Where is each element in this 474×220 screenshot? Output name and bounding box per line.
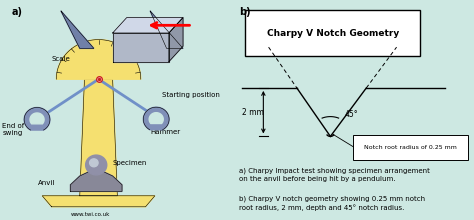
FancyBboxPatch shape [353,135,468,160]
Circle shape [86,155,107,175]
Text: 2 mm: 2 mm [242,108,264,117]
Polygon shape [42,196,155,207]
Polygon shape [30,113,44,124]
Text: b) Charpy V notch geometry showing 0.25 mm notch
root radius, 2 mm, depth and 45: b) Charpy V notch geometry showing 0.25 … [239,196,426,211]
Polygon shape [70,172,122,191]
Text: Hammer: Hammer [150,129,180,135]
Polygon shape [113,18,183,33]
Text: Scale: Scale [52,56,70,62]
Polygon shape [169,18,183,62]
Text: End of
swing: End of swing [2,123,25,136]
Text: Starting position: Starting position [162,92,220,98]
Text: www.twi.co.uk: www.twi.co.uk [70,212,110,217]
Polygon shape [149,113,163,123]
Text: Anvil: Anvil [37,180,55,186]
Polygon shape [150,11,183,48]
Text: a) Charpy Impact test showing specimen arrangement
on the anvil before being hit: a) Charpy Impact test showing specimen a… [239,167,430,182]
Polygon shape [80,79,117,196]
Text: 45°: 45° [345,110,358,119]
Polygon shape [24,108,50,130]
Text: a): a) [12,7,23,16]
Circle shape [90,159,98,167]
Text: Charpy V Notch Geometry: Charpy V Notch Geometry [267,29,399,37]
Text: Specimen: Specimen [113,160,147,166]
Polygon shape [56,40,141,79]
Polygon shape [143,107,169,130]
Polygon shape [61,11,94,48]
Text: Notch root radius of 0.25 mm: Notch root radius of 0.25 mm [364,145,457,150]
Text: b): b) [239,7,251,16]
Polygon shape [113,33,169,62]
FancyBboxPatch shape [246,10,420,56]
